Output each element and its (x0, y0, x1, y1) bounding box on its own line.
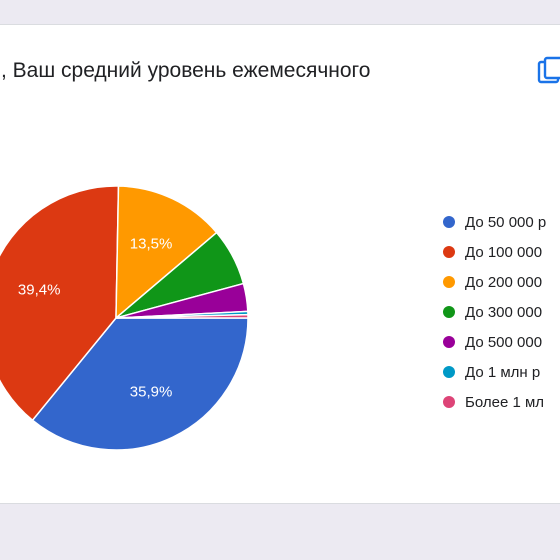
pie-slice (31, 317, 249, 451)
legend-label: До 50 000 р (465, 213, 547, 231)
slice-data-label: 13,5% (130, 236, 173, 253)
question-title: , Ваш средний уровень ежемесячного (1, 59, 371, 82)
legend-swatch (443, 306, 455, 318)
pie-chart: 35,9% 39,4% 13,5% (0, 185, 249, 451)
copy-chart-button[interactable] (536, 55, 560, 89)
slice-data-label: 39,4% (18, 281, 61, 298)
legend-label: Более 1 мл (465, 393, 545, 411)
legend-label: До 500 000 (465, 333, 543, 351)
slice-data-label: 35,9% (130, 383, 173, 400)
legend-label: До 200 000 (465, 273, 543, 291)
chart-legend: До 50 000 р До 100 000 До 200 000 До 300 00… (443, 207, 546, 417)
legend-swatch (443, 246, 455, 258)
legend-item: Более 1 мл (443, 387, 546, 417)
legend-label: До 100 000 (465, 243, 543, 261)
legend-label: До 1 млн р (465, 363, 541, 381)
legend-swatch (443, 276, 455, 288)
legend-swatch (443, 366, 455, 378)
legend-item: До 100 000 (443, 237, 546, 267)
pie-slice (115, 185, 218, 320)
legend-item: До 300 000 (443, 297, 546, 327)
question-card: , Ваш средний уровень ежемесячного 35,9%… (0, 24, 560, 504)
legend-label: До 300 000 (465, 303, 543, 321)
legend-item: До 500 000 (443, 327, 546, 357)
legend-swatch (443, 216, 455, 228)
legend-item: До 50 000 р (443, 207, 546, 237)
pie-slice (0, 185, 120, 422)
legend-swatch (443, 396, 455, 408)
legend-swatch (443, 336, 455, 348)
pie-slice (115, 313, 249, 319)
copy-icon (537, 56, 560, 84)
legend-item: До 200 000 (443, 267, 546, 297)
legend-item: До 1 млн р (443, 357, 546, 387)
